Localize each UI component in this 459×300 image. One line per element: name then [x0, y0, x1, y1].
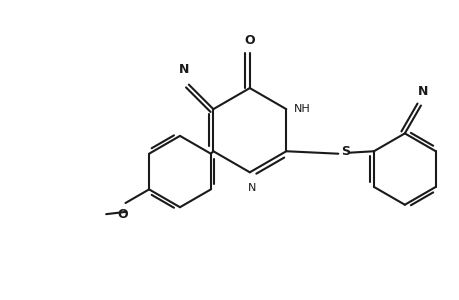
Text: N: N: [178, 63, 189, 76]
Text: N: N: [417, 85, 428, 98]
Text: O: O: [118, 208, 128, 221]
Text: S: S: [340, 145, 349, 158]
Text: O: O: [244, 34, 255, 47]
Text: N: N: [247, 183, 256, 193]
Text: NH: NH: [293, 104, 310, 114]
